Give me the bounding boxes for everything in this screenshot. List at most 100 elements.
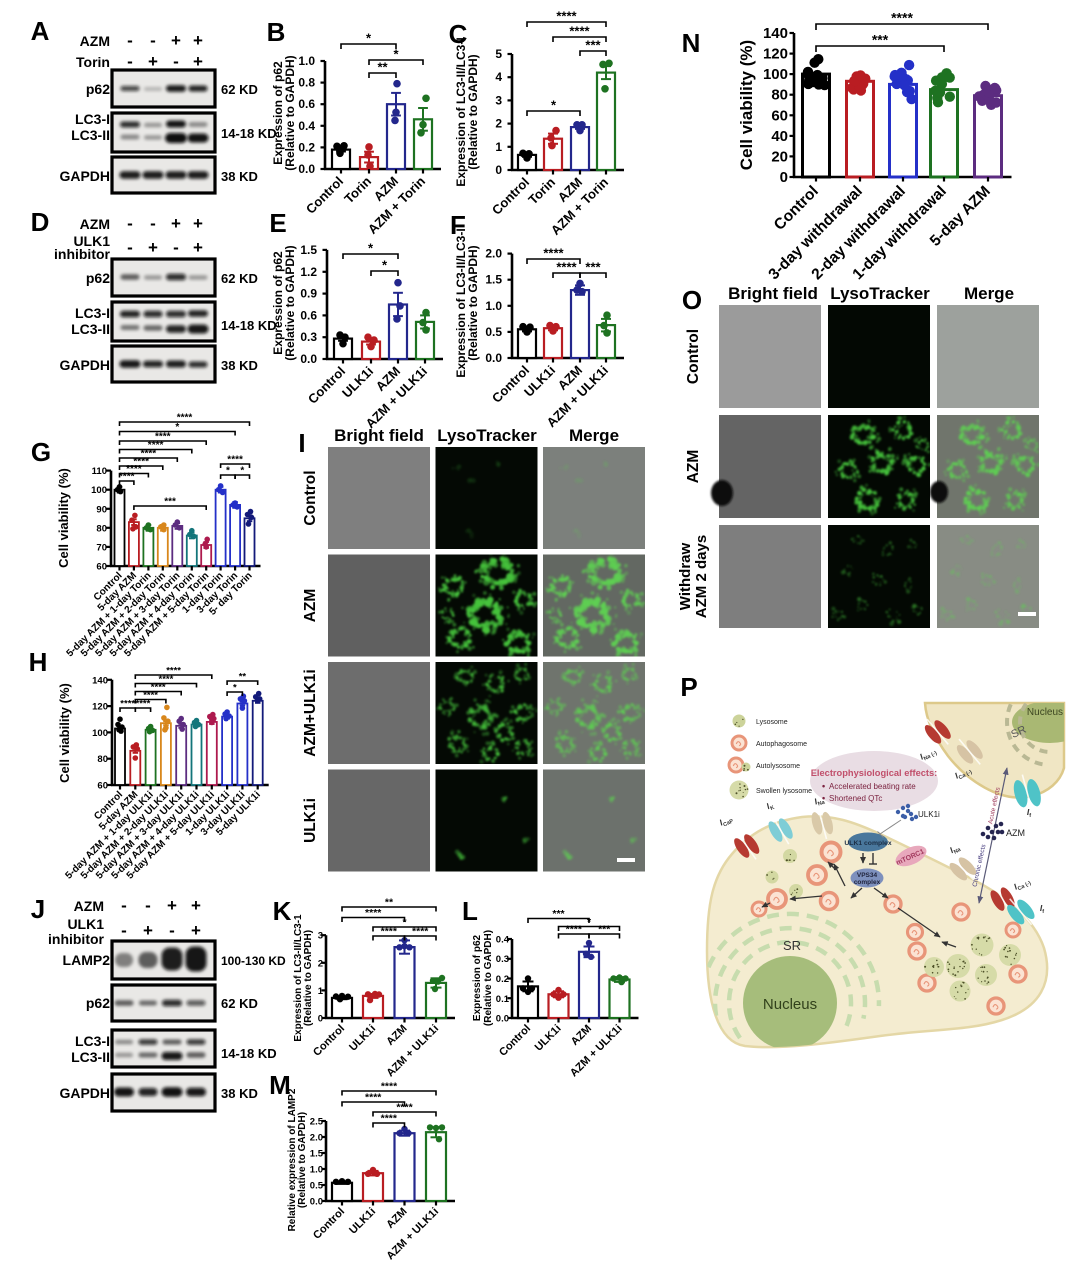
svg-text:*: * [366, 31, 372, 46]
svg-text:Torin: Torin [76, 54, 110, 70]
svg-text:****: **** [556, 260, 577, 275]
svg-text:0.5: 0.5 [485, 325, 502, 339]
svg-text:AZM: AZM [685, 450, 702, 484]
svg-text:****: **** [381, 1113, 398, 1125]
svg-text:60: 60 [771, 107, 788, 124]
svg-text:38 KD: 38 KD [221, 358, 258, 373]
svg-text:****: **** [159, 674, 174, 685]
svg-text:0.0: 0.0 [298, 162, 315, 176]
svg-text:0.6: 0.6 [298, 97, 315, 111]
svg-text:40: 40 [771, 128, 788, 145]
svg-text:***: *** [585, 260, 601, 275]
svg-text:3: 3 [495, 93, 502, 107]
svg-text:G: G [31, 437, 51, 467]
svg-text:0.0: 0.0 [300, 352, 317, 366]
svg-text:38 KD: 38 KD [221, 1086, 258, 1101]
svg-text:*: * [382, 258, 388, 273]
svg-text:***: *** [585, 38, 601, 53]
svg-text:-: - [173, 52, 179, 71]
svg-text:-: - [173, 238, 179, 257]
svg-text:1.5: 1.5 [310, 1149, 324, 1160]
svg-text:****: **** [365, 907, 382, 919]
svg-text:*: * [233, 683, 237, 694]
svg-text:-: - [145, 896, 151, 915]
svg-text:**: ** [239, 672, 247, 683]
svg-text:-: - [150, 31, 156, 50]
svg-text:*: * [175, 422, 179, 433]
svg-text:-: - [121, 921, 127, 940]
svg-text:0.0: 0.0 [485, 351, 502, 365]
svg-text:0.9: 0.9 [300, 287, 317, 301]
svg-text:Electrophysiological effects:: Electrophysiological effects: [811, 768, 938, 778]
svg-text:(Relative to GAPDH): (Relative to GAPDH) [466, 54, 480, 169]
svg-text:20: 20 [771, 148, 788, 165]
svg-text:+: + [148, 52, 158, 71]
svg-text:100: 100 [91, 485, 107, 496]
svg-text:LC3-II: LC3-II [71, 127, 110, 143]
svg-text:Bright field: Bright field [728, 284, 818, 303]
svg-text:0: 0 [318, 1014, 323, 1025]
svg-text:****: **** [141, 449, 157, 460]
svg-text:+: + [171, 31, 181, 50]
svg-text:0.8: 0.8 [298, 76, 315, 90]
svg-text:+: + [148, 238, 158, 257]
svg-text:0.3: 0.3 [300, 330, 317, 344]
svg-text:LysoTracker: LysoTracker [830, 284, 930, 303]
svg-text:SR: SR [1009, 724, 1028, 741]
svg-text:(Relative to GAPDH): (Relative to GAPDH) [303, 930, 314, 1026]
svg-text:****: **** [119, 472, 135, 483]
svg-text:Autophagosome: Autophagosome [756, 741, 807, 748]
svg-text:-: - [127, 214, 133, 233]
svg-text:****: **** [227, 455, 243, 466]
svg-text:80: 80 [96, 523, 107, 534]
svg-text:0.2: 0.2 [496, 974, 509, 985]
svg-text:Nucleus: Nucleus [1027, 707, 1063, 718]
svg-text:100: 100 [763, 66, 788, 83]
svg-text:+: + [193, 238, 203, 257]
svg-text:60: 60 [96, 562, 107, 573]
svg-text:LC3-I: LC3-I [75, 1033, 110, 1049]
svg-text:(Relative to GAPDH): (Relative to GAPDH) [297, 1112, 308, 1208]
svg-text:****: **** [136, 699, 151, 710]
svg-text:+: + [193, 214, 203, 233]
svg-text:110: 110 [92, 466, 107, 477]
svg-text:1: 1 [495, 140, 502, 154]
svg-text:80: 80 [771, 87, 788, 104]
svg-text:38 KD: 38 KD [221, 169, 258, 184]
svg-text:*: * [240, 466, 244, 477]
svg-text:70: 70 [96, 542, 107, 553]
svg-text:100-130 KD: 100-130 KD [221, 954, 286, 968]
svg-text:0.3: 0.3 [496, 954, 509, 965]
svg-text:(Relative to GAPDH): (Relative to GAPDH) [483, 930, 494, 1026]
svg-text:Autolysosome: Autolysosome [756, 763, 800, 770]
svg-text:14-18 KD: 14-18 KD [221, 318, 277, 333]
svg-text:(Relative to GAPDH): (Relative to GAPDH) [466, 245, 480, 360]
svg-text:+: + [167, 896, 177, 915]
svg-text:P: P [680, 672, 697, 702]
svg-text:2.0: 2.0 [310, 1133, 323, 1144]
svg-text:LysoTracker: LysoTracker [437, 426, 537, 445]
svg-text:0.0: 0.0 [496, 1014, 509, 1025]
svg-text:E: E [269, 208, 286, 238]
svg-text:AZM: AZM [302, 589, 319, 623]
svg-text:100: 100 [92, 728, 108, 739]
svg-text:complex: complex [854, 879, 881, 886]
svg-text:LAMP2: LAMP2 [63, 952, 111, 968]
svg-text:****: **** [556, 9, 577, 24]
svg-text:AZM: AZM [74, 898, 104, 914]
svg-text:90: 90 [96, 504, 107, 515]
svg-text:(Relative to GAPDH): (Relative to GAPDH) [283, 245, 297, 360]
svg-text:H: H [29, 647, 48, 677]
svg-text:D: D [31, 207, 50, 237]
svg-text:Expression of p62: Expression of p62 [271, 251, 285, 355]
svg-text:****: **** [381, 1081, 398, 1093]
svg-text:Cell viability (%): Cell viability (%) [57, 683, 72, 783]
svg-text:If: If [1027, 807, 1031, 819]
svg-text:N: N [682, 28, 701, 58]
svg-text:+: + [191, 921, 201, 940]
svg-text:+: + [193, 31, 203, 50]
svg-text:*: * [226, 466, 230, 477]
svg-text:M: M [269, 1070, 291, 1100]
svg-text:Cell viability (%): Cell viability (%) [737, 40, 756, 170]
svg-text:+: + [193, 52, 203, 71]
